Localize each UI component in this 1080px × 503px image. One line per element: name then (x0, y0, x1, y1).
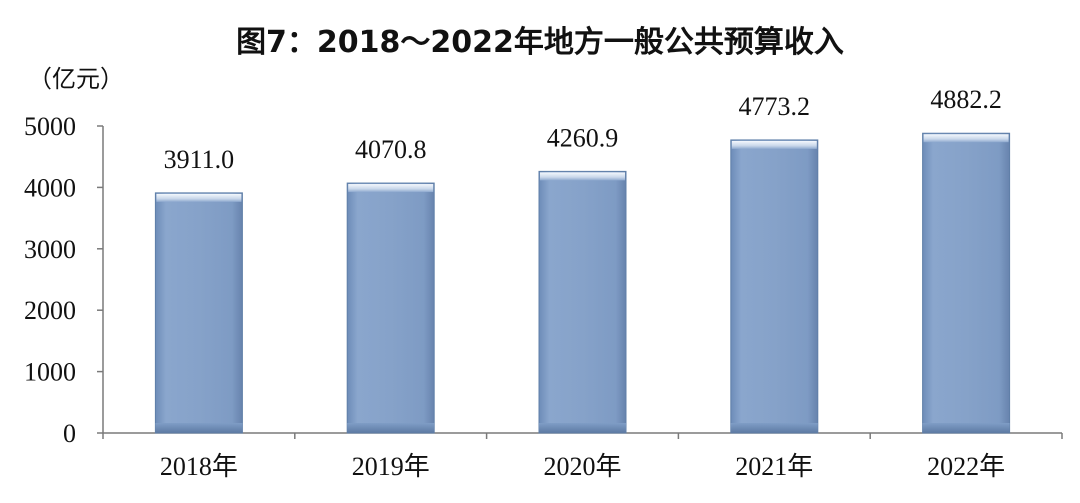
bar (154, 192, 243, 434)
y-axis-unit-label: （亿元） (28, 65, 124, 93)
bar-body (922, 132, 1011, 434)
bar-value-label: 4260.9 (547, 123, 619, 152)
bar-value-label: 3911.0 (164, 145, 235, 174)
bar-body (154, 192, 243, 434)
x-category-label: 2019年 (352, 452, 430, 481)
bar (538, 170, 627, 434)
bar-base (347, 423, 435, 433)
bar-value-label: 4773.2 (739, 92, 811, 121)
bar-top-highlight (348, 184, 434, 193)
bar-base (539, 423, 626, 433)
bar (730, 139, 819, 434)
bar-top-highlight (540, 172, 625, 181)
x-category-label: 2022年 (927, 452, 1005, 481)
chart-title: 图7：2018～2022年地方一般公共预算收入 (236, 25, 844, 60)
bar-value-label: 4882.2 (930, 85, 1002, 114)
y-tick-label: 3000 (24, 235, 76, 264)
bar-top-highlight (923, 134, 1009, 143)
y-tick-label: 5000 (24, 112, 76, 141)
y-axis-ticks: 0 1000 2000 3000 4000 5000 (24, 112, 103, 448)
bar-top-highlight (731, 140, 817, 149)
x-axis-labels: 2018年 2019年 2020年 2021年 2022年 (160, 452, 1005, 481)
x-category-label: 2020年 (543, 452, 621, 481)
bar-body (538, 170, 627, 434)
y-tick-label: 0 (63, 419, 76, 448)
bar (922, 132, 1011, 434)
bar-base (730, 423, 818, 433)
y-tick-label: 4000 (24, 173, 76, 202)
bars (154, 132, 1011, 434)
y-tick-label: 1000 (24, 358, 76, 387)
y-tick-label: 2000 (24, 296, 76, 325)
bar-body (346, 182, 435, 434)
bar-base (922, 423, 1010, 433)
bar-base (155, 423, 243, 433)
value-labels: 3911.0 4070.8 4260.9 4773.2 4882.2 (164, 85, 1002, 174)
bar-value-label: 4070.8 (355, 135, 427, 164)
x-category-label: 2021年 (735, 452, 813, 481)
bar-body (730, 139, 819, 434)
x-category-label: 2018年 (160, 452, 238, 481)
bar (346, 182, 435, 434)
bar-top-highlight (156, 193, 242, 202)
